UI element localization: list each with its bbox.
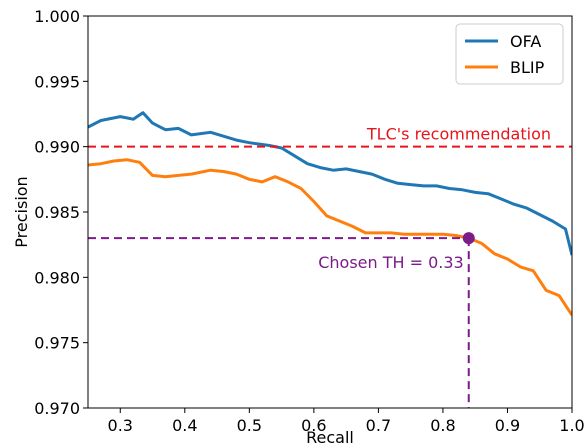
x-tick-label: 0.5 — [237, 416, 262, 435]
annotations: TLC's recommendation Chosen TH = 0.33 — [88, 125, 572, 408]
x-tick-label: 1.0 — [559, 416, 584, 435]
y-tick-label: 1.000 — [34, 7, 80, 26]
y-tick-label: 0.980 — [34, 268, 80, 287]
chosen-threshold-label: Chosen TH = 0.33 — [318, 253, 464, 272]
recommendation-label: TLC's recommendation — [366, 125, 551, 144]
legend-label-blip: BLIP — [510, 58, 545, 77]
y-tick-label: 0.975 — [34, 334, 80, 353]
x-tick-label: 0.8 — [430, 416, 455, 435]
legend: OFA BLIP — [455, 23, 564, 85]
y-tick-label: 0.985 — [34, 203, 80, 222]
legend-label-ofa: OFA — [510, 32, 541, 51]
y-tick-label: 0.970 — [34, 399, 80, 418]
x-tick-label: 0.6 — [301, 416, 326, 435]
series-line-ofa — [88, 111, 572, 256]
x-axis-ticks: 0.3 0.4 0.5 0.6 0.7 0.8 0.9 1.0 — [108, 408, 585, 435]
x-axis-label: Recall — [306, 428, 354, 447]
y-axis-ticks: 0.970 0.975 0.980 0.985 0.990 0.995 1.000 — [34, 7, 88, 418]
plot-lines — [88, 111, 572, 317]
y-tick-label: 0.995 — [34, 72, 80, 91]
x-tick-label: 0.9 — [495, 416, 520, 435]
x-tick-label: 0.7 — [366, 416, 391, 435]
y-axis-label: Precision — [12, 176, 31, 247]
x-tick-label: 0.4 — [172, 416, 197, 435]
legend-box — [455, 23, 564, 85]
series-line-blip — [88, 158, 572, 317]
x-tick-label: 0.3 — [108, 416, 133, 435]
y-tick-label: 0.990 — [34, 138, 80, 157]
chosen-threshold-point — [462, 232, 475, 245]
